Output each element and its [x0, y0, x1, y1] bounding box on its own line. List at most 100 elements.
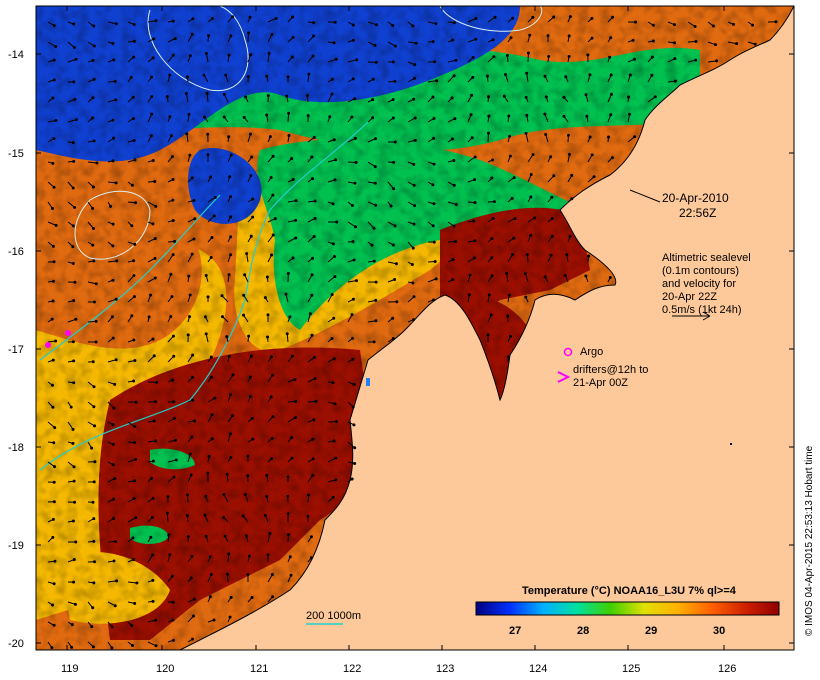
velocity-arrowhead — [132, 22, 136, 26]
velocity-arrowhead — [151, 459, 155, 463]
velocity-arrowhead — [133, 441, 137, 445]
velocity-arrowhead — [229, 34, 233, 38]
velocity-arrowhead — [171, 253, 175, 257]
velocity-arrowhead — [267, 51, 271, 55]
velocity-arrowhead — [333, 178, 337, 182]
velocity-arrowhead — [228, 393, 232, 397]
colorbar-tick: 27 — [509, 625, 521, 637]
velocity-arrowhead — [185, 493, 189, 497]
velocity-arrowhead — [510, 196, 514, 200]
velocity-arrowhead — [489, 313, 493, 317]
velocity-arrowhead — [111, 278, 115, 282]
velocity-arrowhead — [493, 15, 497, 19]
velocity-arrowhead — [172, 354, 176, 358]
velocity-arrowhead — [249, 53, 253, 57]
velocity-arrowhead — [191, 398, 195, 402]
velocity-arrowhead — [265, 113, 269, 117]
velocity-arrowhead — [265, 494, 269, 498]
velocity-arrowhead — [334, 419, 338, 423]
velocity-arrowhead — [371, 116, 375, 120]
velocity-arrowhead — [52, 185, 56, 189]
velocity-arrowhead — [220, 294, 224, 298]
velocity-arrowhead — [153, 256, 157, 260]
velocity-arrowhead — [69, 405, 73, 409]
velocity-arrowhead — [132, 338, 136, 342]
velocity-arrowhead — [373, 137, 377, 141]
velocity-arrowhead — [486, 131, 490, 135]
velocity-arrowhead — [353, 181, 357, 185]
velocity-arrowhead — [246, 75, 250, 79]
lon-tick-label: 124 — [529, 663, 547, 675]
velocity-arrowhead — [650, 73, 654, 77]
velocity-arrowhead — [413, 116, 417, 120]
velocity-arrowhead — [149, 134, 153, 138]
velocity-arrowhead — [131, 116, 135, 120]
velocity-arrowhead — [492, 55, 496, 59]
velocity-arrowhead — [92, 581, 96, 585]
velocity-arrowhead — [286, 475, 290, 479]
lon-tick-label: 119 — [61, 663, 79, 675]
velocity-arrowhead — [332, 41, 336, 45]
velocity-arrowhead — [173, 37, 177, 41]
argo-legend: Argo drifters@12h to 21-Apr 00Z — [557, 346, 648, 389]
velocity-arrowhead — [168, 553, 172, 557]
velocity-arrowhead — [171, 178, 175, 182]
velocity-arrowhead — [229, 456, 233, 460]
velocity-arrowhead — [310, 293, 314, 297]
velocity-arrowhead — [693, 24, 697, 28]
velocity-arrowhead — [73, 97, 77, 101]
velocity-arrowhead — [52, 58, 56, 62]
velocity-arrowhead — [433, 260, 437, 264]
velocity-arrowhead — [53, 559, 57, 563]
velocity-arrowhead — [312, 234, 316, 238]
velocity-arrowhead — [453, 117, 457, 121]
velocity-arrowhead — [114, 540, 118, 544]
velocity-arrowhead — [51, 96, 55, 100]
velocity-arrowhead — [51, 603, 55, 607]
velocity-arrowhead — [393, 140, 397, 144]
velocity-arrowhead — [167, 533, 171, 537]
velocity-arrowhead — [373, 43, 377, 47]
velocity-arrowhead — [154, 204, 158, 208]
velocity-arrowhead — [246, 454, 250, 458]
velocity-arrowhead — [543, 275, 547, 279]
velocity-arrowhead — [229, 253, 233, 257]
velocity-arrowhead — [288, 315, 292, 319]
velocity-arrowhead — [550, 234, 554, 238]
velocity-arrowhead — [490, 237, 494, 241]
velocity-arrowhead — [265, 473, 269, 477]
velocity-arrowhead — [151, 222, 155, 226]
velocity-arrowhead — [132, 558, 136, 562]
velocity-arrowhead — [373, 165, 377, 169]
velocity-arrowhead — [251, 215, 255, 219]
velocity-arrowhead — [220, 315, 224, 319]
velocity-arrowhead — [169, 315, 173, 319]
velocity-arrowhead — [133, 242, 137, 246]
velocity-arrowhead — [285, 94, 289, 98]
velocity-arrowhead — [147, 315, 151, 319]
velocity-arrowhead — [333, 20, 337, 24]
velocity-arrowhead — [467, 293, 471, 297]
velocity-arrowhead — [389, 204, 393, 208]
velocity-arrowhead — [291, 178, 295, 182]
velocity-arrowhead — [288, 555, 292, 559]
velocity-arrowhead — [393, 278, 397, 282]
velocity-arrowhead — [313, 216, 317, 220]
velocity-arrowhead — [171, 334, 175, 338]
velocity-arrowhead — [72, 580, 76, 584]
velocity-arrowhead — [52, 623, 56, 627]
velocity-arrowhead — [92, 139, 96, 143]
velocity-arrowhead — [132, 138, 136, 142]
velocity-arrowhead — [90, 446, 94, 450]
velocity-arrowhead — [263, 513, 267, 517]
latitude-labels: -14 -15 -16 -17 -18 -19 -20 — [8, 49, 24, 650]
velocity-arrowhead — [525, 71, 529, 75]
velocity-arrowhead — [190, 435, 194, 439]
velocity-arrowhead — [512, 176, 516, 180]
velocity-arrowhead — [189, 576, 193, 580]
velocity-arrowhead — [72, 45, 76, 49]
velocity-arrowhead — [92, 539, 96, 543]
velocity-arrowhead — [191, 353, 195, 357]
velocity-arrowhead — [311, 473, 315, 477]
velocity-arrowhead — [152, 354, 156, 358]
